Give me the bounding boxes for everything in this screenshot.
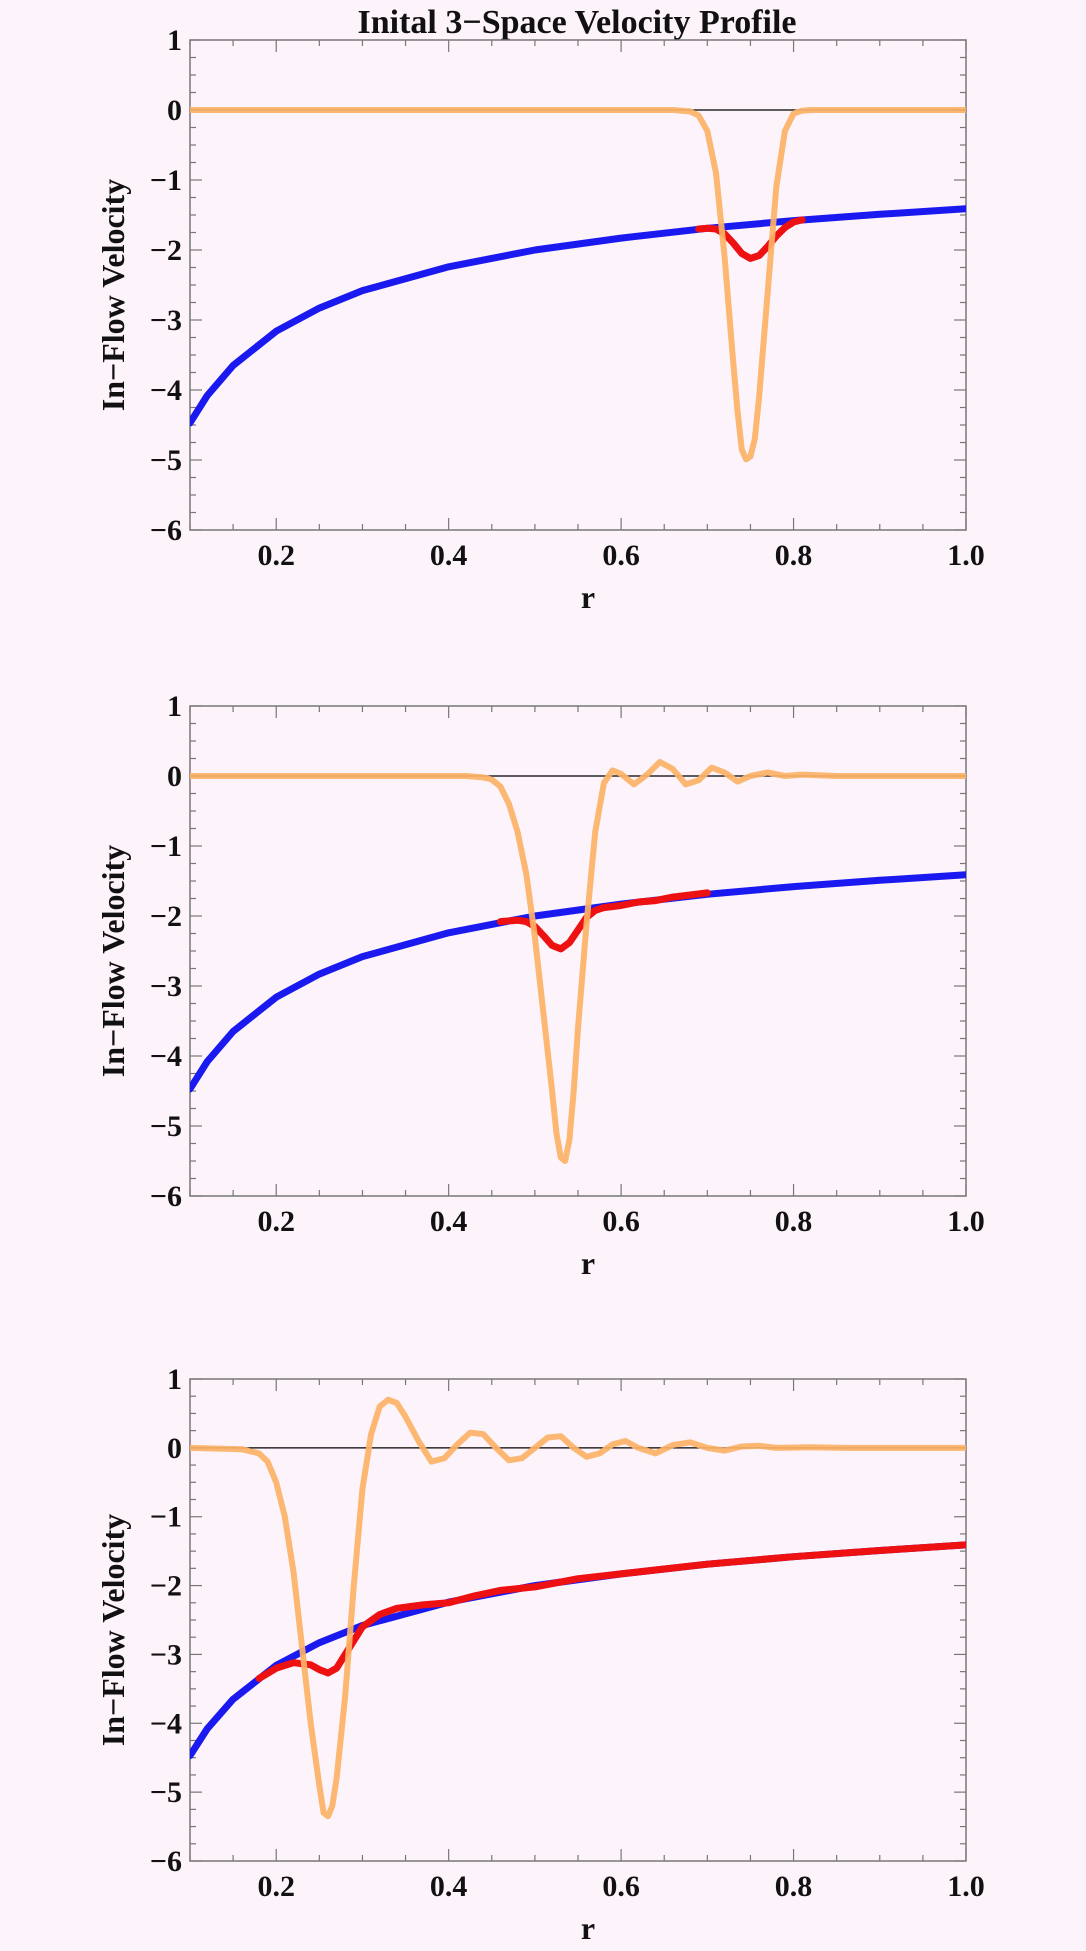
y-tick-label: −4	[150, 1707, 182, 1740]
series-group	[190, 759, 966, 1164]
series-line-red	[695, 216, 806, 262]
y-tick-label: −3	[150, 970, 182, 1003]
x-tick-label: 0.2	[257, 1205, 295, 1238]
y-axis-label: In−Flow Velocity	[95, 1514, 131, 1746]
y-tick-label: −3	[150, 304, 182, 337]
series-line-orange	[190, 107, 966, 463]
y-tick-label: −6	[150, 1845, 182, 1878]
y-axis-label: In−Flow Velocity	[95, 179, 131, 411]
series-line-orange	[190, 1396, 966, 1820]
x-tick-label: 0.8	[775, 1205, 813, 1238]
y-tick-label: −4	[150, 1040, 182, 1073]
y-tick-label: 0	[167, 760, 182, 793]
x-tick-label: 0.4	[430, 1870, 468, 1903]
series-line-orange	[190, 759, 966, 1164]
x-tick-label: 1.0	[947, 539, 985, 572]
chart-panel-1: 0.2 0.4 0.6 0.8 1.0 1 0 −1 −2 −3 −4 −5 −6 r In−Flow Ve…	[95, 24, 985, 615]
y-tick-label: −2	[150, 1570, 182, 1603]
y-tick-label: −6	[150, 1180, 182, 1213]
series-line-blue	[190, 871, 966, 1093]
y-tick-label: −5	[150, 444, 182, 477]
series-group	[190, 107, 966, 463]
x-tick-label: 1.0	[947, 1870, 985, 1903]
x-tick-label: 0.2	[257, 1870, 295, 1903]
y-tick-label: 1	[167, 24, 182, 57]
y-tick-label: 0	[167, 1432, 182, 1465]
y-axis-label: In−Flow Velocity	[95, 845, 131, 1077]
series-line-blue	[190, 205, 966, 427]
chart-panel-3: 0.2 0.4 0.6 0.8 1.0 1 0 −1 −2 −3 −4 −5 −6 r In−Flow Ve…	[95, 1363, 985, 1946]
y-tick-label: 0	[167, 94, 182, 127]
x-tick-label: 0.4	[430, 1205, 468, 1238]
series-group	[190, 1396, 966, 1820]
x-tick-label: 0.8	[775, 539, 813, 572]
y-tick-label: −4	[150, 374, 182, 407]
x-axis-label: r	[581, 1245, 595, 1281]
x-tick-label: 0.6	[602, 1870, 640, 1903]
x-tick-label: 0.8	[775, 1870, 813, 1903]
y-tick-label: 1	[167, 690, 182, 723]
y-tick-label: −2	[150, 900, 182, 933]
y-tick-label: −1	[150, 1501, 182, 1534]
x-axis-label: r	[581, 1910, 595, 1946]
y-tick-label: −6	[150, 514, 182, 547]
x-tick-label: 0.6	[602, 539, 640, 572]
plot-frame	[189, 39, 967, 531]
chart-panel-2: 0.2 0.4 0.6 0.8 1.0 1 0 −1 −2 −3 −4 −5 −6 r In−Flow Ve…	[95, 690, 985, 1281]
x-tick-label: 1.0	[947, 1205, 985, 1238]
series-line-red	[255, 1541, 966, 1682]
y-tick-label: −1	[150, 164, 182, 197]
chart-title: Inital 3−Space Velocity Profile	[358, 4, 797, 41]
plot-frame	[189, 705, 967, 1197]
x-tick-label: 0.6	[602, 1205, 640, 1238]
y-tick-label: −1	[150, 830, 182, 863]
x-tick-label: 0.4	[430, 539, 468, 572]
y-tick-label: −3	[150, 1638, 182, 1671]
x-tick-label: 0.2	[257, 539, 295, 572]
y-tick-label: −5	[150, 1110, 182, 1143]
y-tick-label: 1	[167, 1363, 182, 1396]
y-tick-label: −2	[150, 234, 182, 267]
x-axis-label: r	[581, 579, 595, 615]
y-tick-label: −5	[150, 1776, 182, 1809]
